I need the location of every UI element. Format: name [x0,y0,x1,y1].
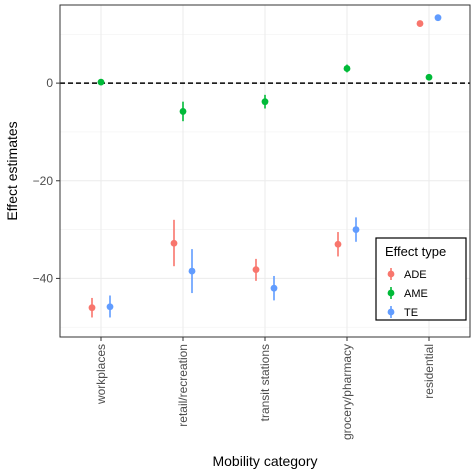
legend-key-point-ade [387,270,395,278]
point-te [270,284,278,292]
legend-title: Effect type [385,244,446,259]
point-ame [97,78,105,86]
point-te [434,14,442,22]
legend-label-ade: ADE [404,269,427,281]
point-ade [334,240,342,248]
y-axis-title: Effect estimates [4,121,20,220]
point-ame [425,73,433,81]
legend-label-te: TE [404,307,418,319]
x-tick-label: transit stations [258,344,272,421]
x-tick-label: residential [422,344,436,399]
y-tick-label: −40 [33,271,54,285]
legend-label-ame: AME [404,288,428,300]
legend: Effect type ADE AME TE [375,237,467,321]
y-tick-label: 0 [46,76,53,90]
point-ame [343,65,351,72]
point-ame [261,98,269,106]
point-ame [179,108,187,115]
point-te [352,226,360,233]
point-te [106,303,114,311]
x-axis-ticks: workplaces retail/recreation transit stati… [94,337,436,440]
y-tick-label: −20 [33,174,54,188]
point-ade [416,20,424,27]
point-ranges [88,14,442,318]
point-ade [170,239,178,247]
legend-key-point-te [387,308,395,316]
point-te [188,267,196,275]
x-tick-label: retail/recreation [176,344,190,427]
point-ade [88,304,96,312]
x-axis-title: Mobility category [212,453,317,469]
legend-key-point-ame [387,289,395,297]
y-axis-ticks: 0 −20 −40 [33,76,60,285]
x-tick-label: workplaces [94,344,108,405]
point-ade [252,266,260,274]
x-tick-label: grocery/pharmacy [340,344,354,440]
